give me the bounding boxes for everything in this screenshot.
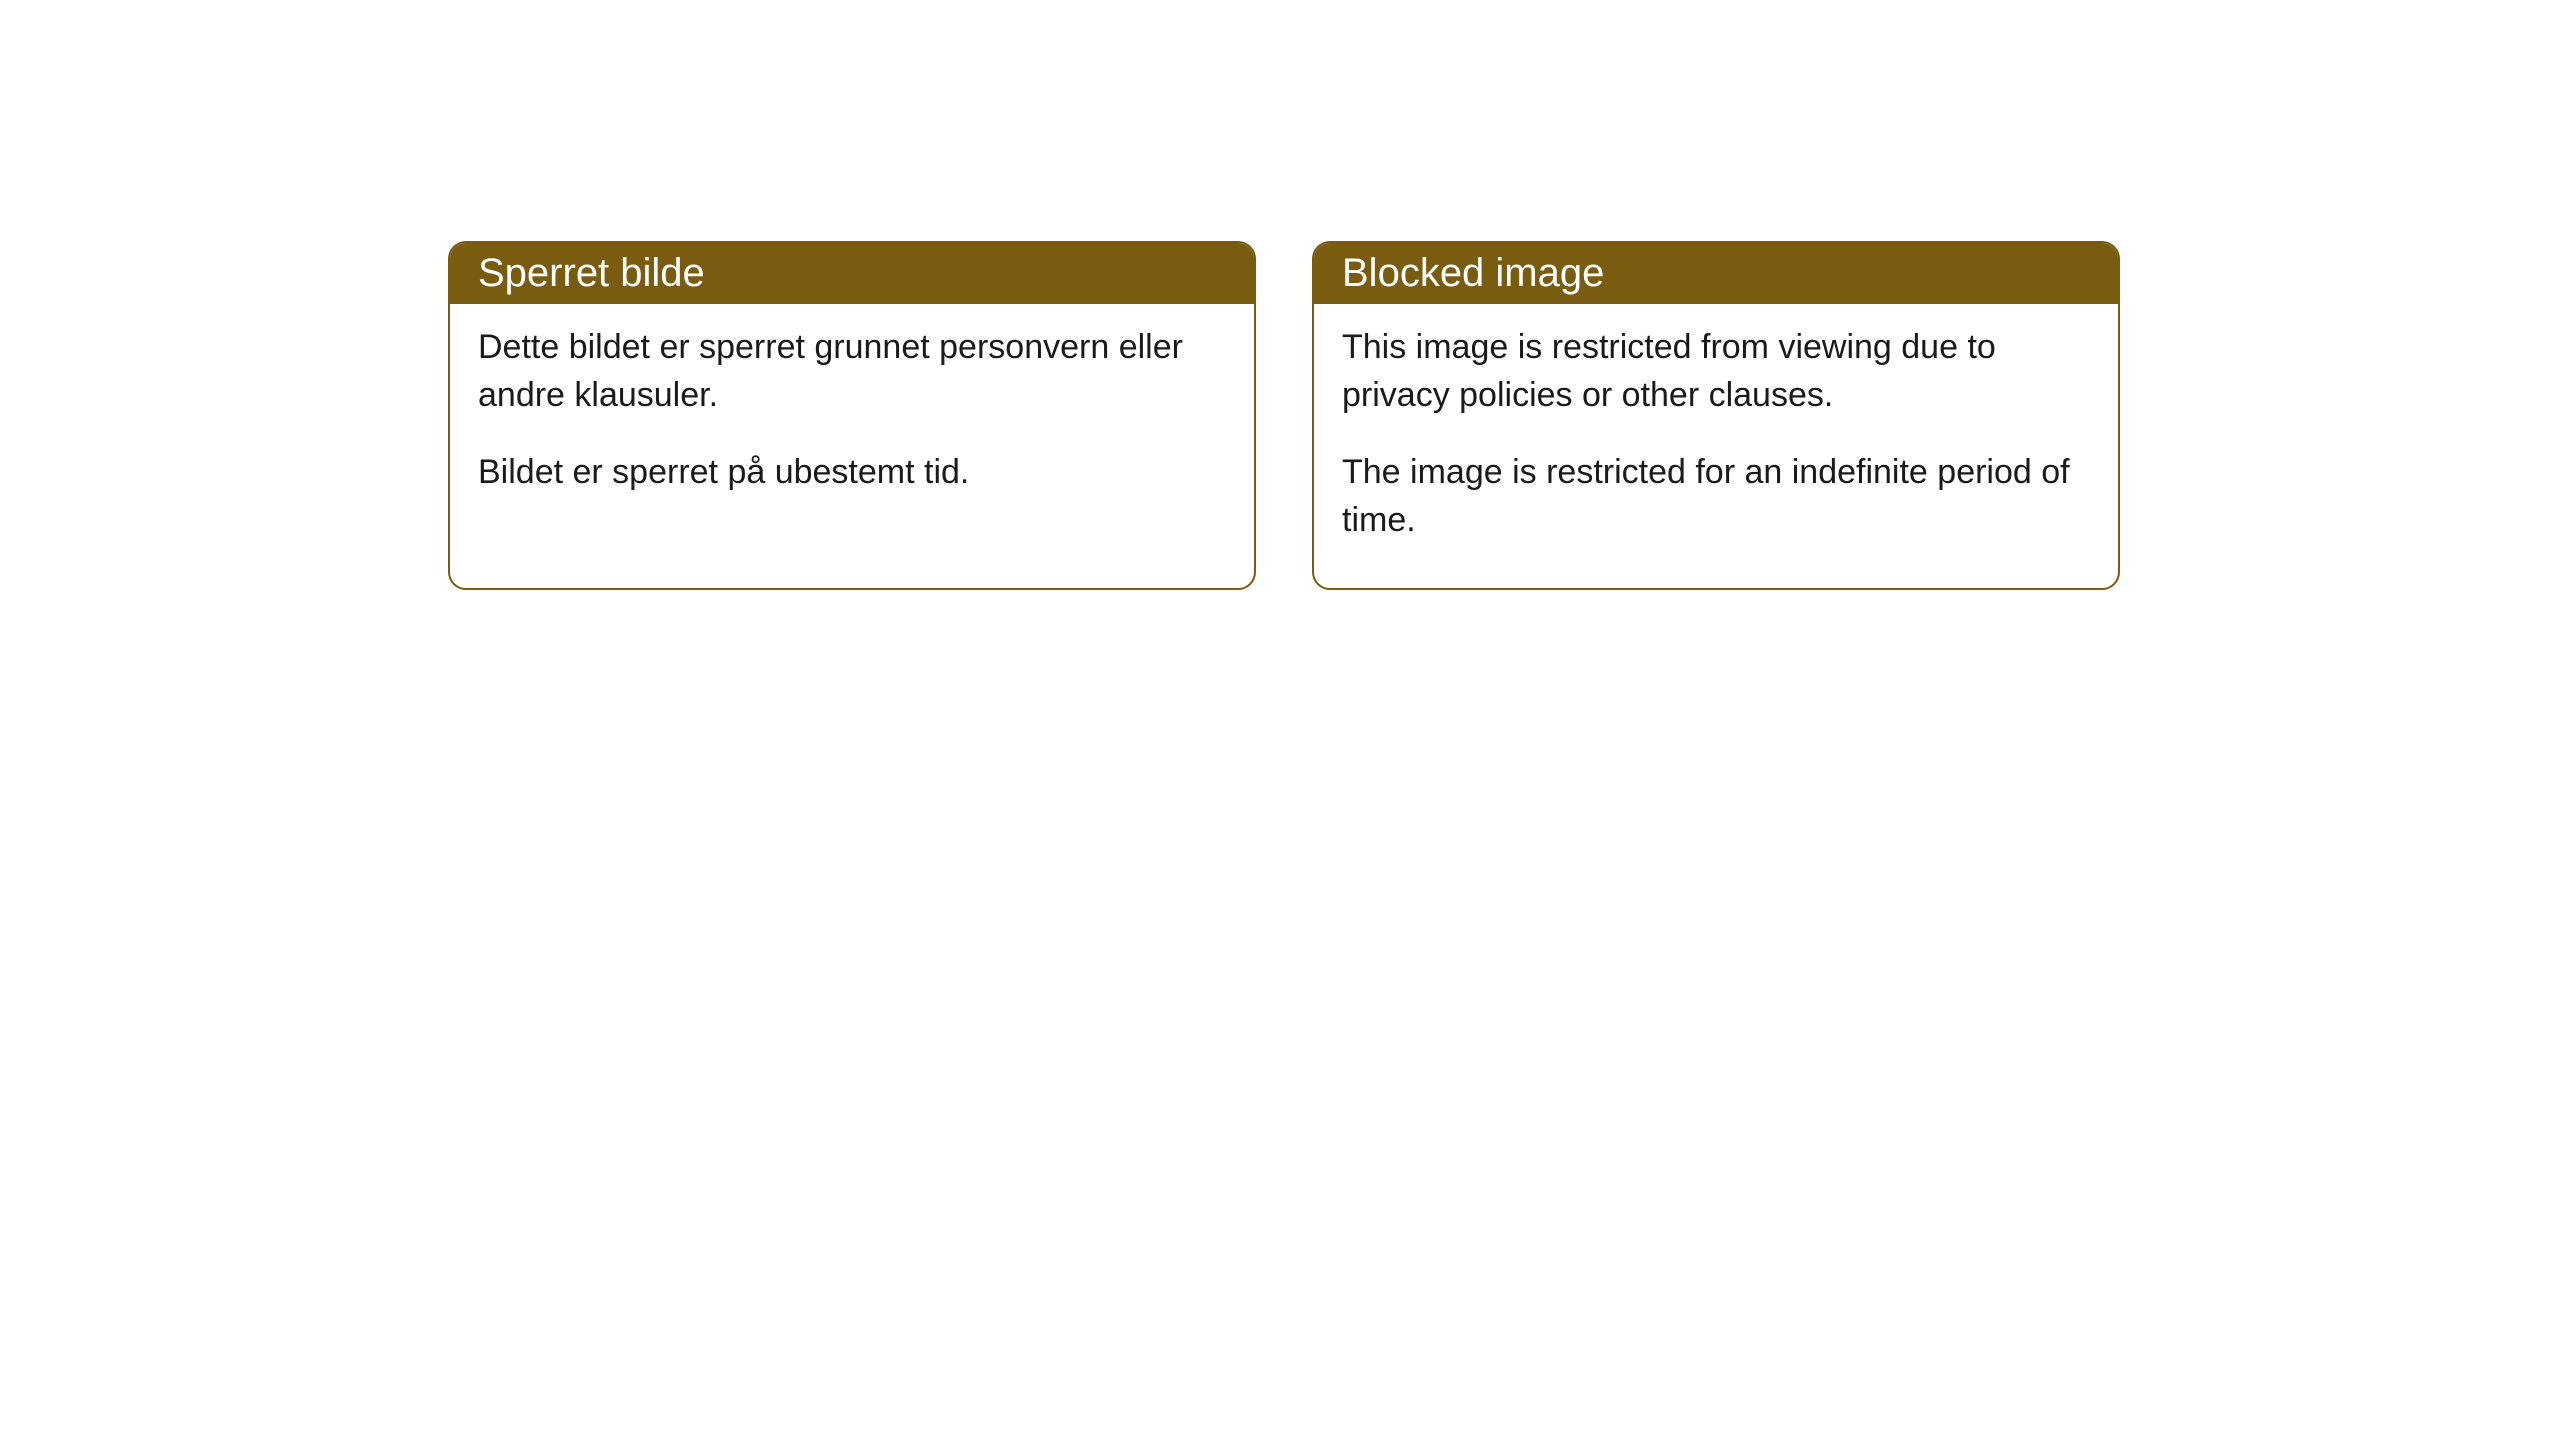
card-body: Dette bildet er sperret grunnet personve… [450,304,1254,541]
card-text-line1: Dette bildet er sperret grunnet personve… [478,324,1226,419]
card-header: Sperret bilde [450,243,1254,304]
card-body: This image is restricted from viewing du… [1314,304,2118,588]
blocked-image-card-no: Sperret bilde Dette bildet er sperret gr… [448,241,1256,590]
card-title: Sperret bilde [478,251,705,295]
blocked-image-card-en: Blocked image This image is restricted f… [1312,241,2120,590]
card-header: Blocked image [1314,243,2118,304]
card-text-line2: Bildet er sperret på ubestemt tid. [478,449,1226,497]
notice-container: Sperret bilde Dette bildet er sperret gr… [448,241,2120,590]
card-title: Blocked image [1342,251,1604,295]
card-text-line1: This image is restricted from viewing du… [1342,324,2090,419]
card-text-line2: The image is restricted for an indefinit… [1342,449,2090,544]
